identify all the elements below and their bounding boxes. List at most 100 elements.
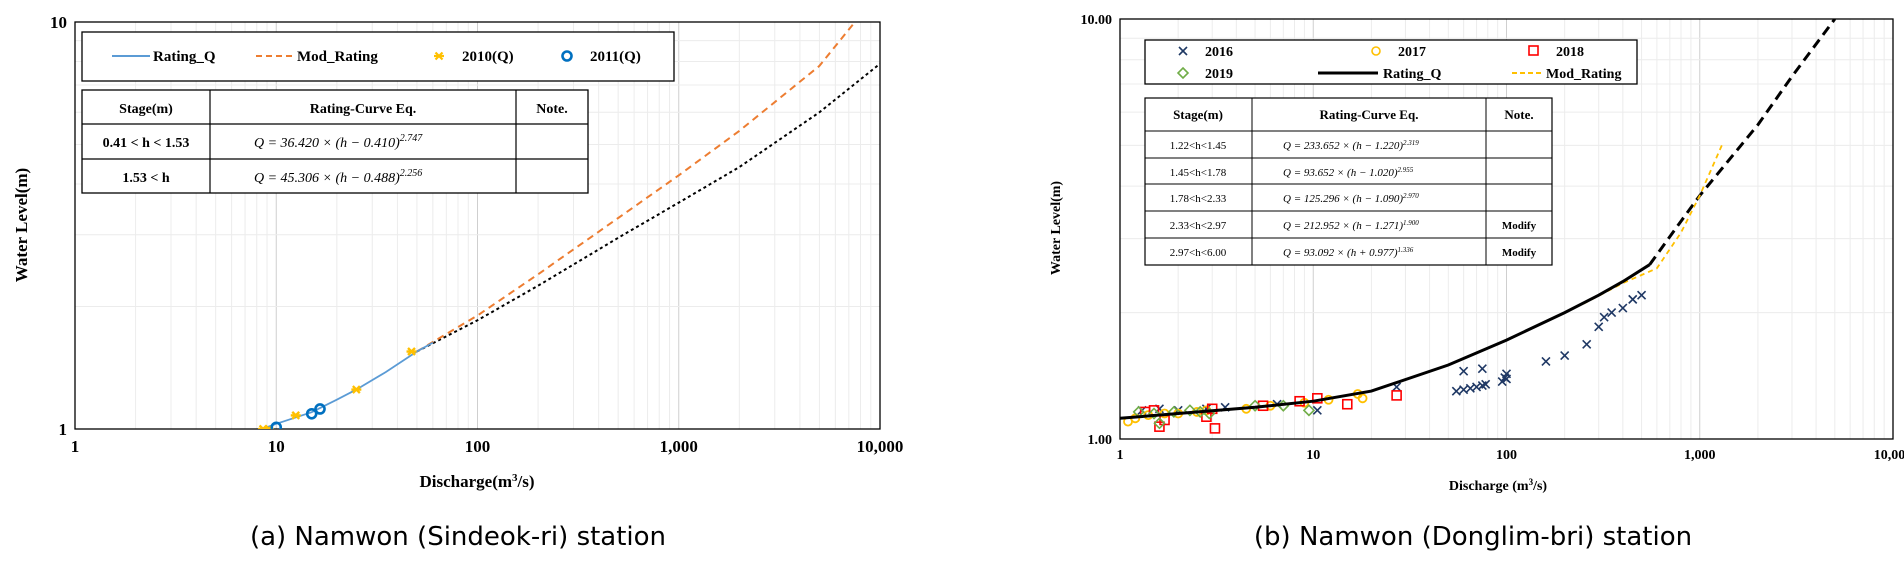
x-tick-label: 100 — [465, 437, 491, 456]
x-tick-label: 10 — [1306, 448, 1320, 463]
chart-a-y-axis-title: Water Level(m) — [12, 168, 31, 282]
point-2010 — [406, 347, 417, 356]
point-2016 — [1459, 366, 1469, 376]
chart-b: 1 10 100 1,000 10,000 1.00 10.00 2016 2017 20… — [1049, 13, 1904, 552]
table-b-row3-stage: 1.78<h<2.33 — [1170, 193, 1227, 205]
legend-label-mod-rating-b: Mod_Rating — [1546, 67, 1621, 82]
chart-a-mod-rating-line — [416, 22, 856, 353]
table-b-row5-stage: 2.97<h<6.00 — [1170, 247, 1227, 259]
chart-a-extension-line — [416, 62, 880, 353]
legend-marker-2019 — [1176, 66, 1190, 80]
legend-marker-2018 — [1528, 45, 1539, 56]
point-2016 — [1594, 322, 1604, 332]
point-2018 — [1341, 398, 1353, 410]
y-tick-label: 10.00 — [1081, 13, 1113, 28]
table-b-row4-equation: Q = 212.952 × (h − 1.271)1.900 — [1283, 219, 1419, 232]
y-tick-label: 10 — [50, 13, 67, 32]
point-2016 — [1477, 364, 1487, 374]
chart-b-rating-q-line — [1120, 263, 1651, 420]
x-tick-label: 10 — [268, 437, 285, 456]
point-2019 — [1183, 404, 1197, 417]
chart-b-equation-table: Stage(m) Rating-Curve Eq. Note. 1.22<h<1… — [1144, 97, 1553, 266]
legend-label-2019: 2019 — [1205, 67, 1233, 82]
chart-b-mod-rating-line — [1582, 145, 1723, 305]
legend-label-2011: 2011(Q) — [590, 49, 641, 65]
x-tick-label: 1 — [1117, 448, 1124, 463]
point-2011 — [314, 403, 326, 415]
point-2016 — [1481, 379, 1491, 389]
chart-a-grid — [75, 22, 880, 429]
point-2018 — [1209, 423, 1221, 434]
chart-b-x-ticks: 1 10 100 1,000 10,000 — [1117, 448, 1904, 463]
chart-b-extension-line — [1648, 19, 1837, 266]
legend-label-2017: 2017 — [1398, 45, 1426, 60]
chart-b-legend-box — [1144, 39, 1638, 85]
table-a-row2-equation: Q = 45.306 × (h − 0.488)2.256 — [254, 168, 422, 186]
chart-a-legend: Rating_Q Mod_Rating 2010(Q) 2011(Q) — [112, 49, 641, 65]
table-a-header-stage: Stage(m) — [119, 102, 173, 117]
table-a-row1-stage: 0.41 < h < 1.53 — [103, 136, 190, 151]
chart-a-rating-q-line — [261, 341, 434, 429]
legend-label-2016: 2016 — [1205, 45, 1233, 60]
table-a-row1-equation: Q = 36.420 × (h − 0.410)2.747 — [254, 133, 423, 151]
point-2019 — [1302, 404, 1316, 417]
point-2011 — [270, 421, 283, 429]
chart-a-y-ticks: 1 10 — [50, 13, 67, 439]
point-2016 — [1618, 303, 1628, 313]
y-tick-label: 1 — [59, 420, 68, 439]
chart-b-x-axis-title: Discharge (m3/s) — [1449, 477, 1548, 494]
table-b-row5-note: Modify — [1502, 247, 1537, 259]
point-2018 — [1391, 390, 1402, 401]
point-2016 — [1312, 405, 1322, 415]
point-2016 — [1541, 356, 1551, 366]
point-2019 — [1153, 417, 1166, 430]
table-b-row2-stage: 1.45<h<1.78 — [1170, 167, 1227, 179]
chart-a-x-axis-title: Discharge(m3/s) — [419, 472, 534, 491]
x-tick-label: 1 — [71, 437, 80, 456]
table-b-row3-equation: Q = 125.296 × (h − 1.090)2.970 — [1283, 192, 1419, 205]
point-2011 — [305, 407, 318, 420]
table-b-row2-equation: Q = 93.652 × (h − 1.020)2.955 — [1283, 166, 1414, 179]
chart-b-y-axis-title: Water Level(m) — [1049, 181, 1064, 276]
point-2016 — [1501, 369, 1512, 379]
table-b-row4-stage: 2.33<h<2.97 — [1170, 220, 1227, 232]
point-2019 — [1248, 399, 1262, 412]
x-tick-label: 1,000 — [1684, 448, 1716, 463]
chart-b-caption: (b) Namwon (Donglim-bri) station — [1254, 522, 1692, 552]
legend-marker-2010 — [434, 51, 444, 61]
point-2016 — [1560, 350, 1570, 361]
point-2016 — [1599, 312, 1609, 322]
chart-b-legend: 2016 2017 2018 2019 Rating_Q Mod_Rating — [1176, 45, 1621, 82]
point-2018 — [1206, 403, 1218, 415]
table-b-row5-equation: Q = 93.092 × (h + 0.977)1.336 — [1283, 246, 1414, 259]
point-2019 — [1147, 407, 1161, 420]
legend-label-2018: 2018 — [1556, 45, 1584, 60]
point-2016 — [1628, 294, 1638, 304]
chart-a-series-2011 — [270, 403, 326, 429]
table-b-row1-stage: 1.22<h<1.45 — [1170, 140, 1227, 152]
table-b-header-equation: Rating-Curve Eq. — [1320, 107, 1419, 122]
legend-label-mod-rating: Mod_Rating — [297, 49, 378, 65]
x-tick-label: 1,000 — [660, 437, 698, 456]
legend-marker-2017 — [1371, 46, 1381, 56]
legend-label-2010: 2010(Q) — [462, 49, 514, 65]
x-tick-label: 10,000 — [857, 437, 904, 456]
table-a-header-note: Note. — [536, 102, 568, 117]
chart-a-equation-table: Stage(m) Rating-Curve Eq. Note. 0.41 < h… — [81, 89, 589, 194]
table-b-row4-note: Modify — [1502, 220, 1537, 232]
table-a-header-equation: Rating-Curve Eq. — [310, 102, 417, 117]
point-2010 — [290, 411, 301, 420]
chart-a-caption: (a) Namwon (Sindeok-ri) station — [250, 522, 666, 552]
x-tick-label: 100 — [1496, 448, 1517, 463]
chart-a-x-ticks: 1 10 100 1,000 10,000 — [71, 437, 904, 456]
table-b-row1-equation: Q = 233.652 × (h − 1.220)2.319 — [1283, 139, 1419, 152]
point-2016 — [1451, 386, 1461, 396]
table-a-row2-stage: 1.53 < h — [122, 171, 169, 186]
table-b-header-note: Note. — [1504, 107, 1533, 122]
y-tick-label: 1.00 — [1088, 433, 1113, 448]
chart-b-plot-frame — [1119, 18, 1894, 440]
point-2010 — [351, 385, 362, 394]
point-2016 — [1459, 385, 1469, 395]
point-2016 — [1637, 290, 1647, 300]
point-2016 — [1497, 377, 1507, 387]
